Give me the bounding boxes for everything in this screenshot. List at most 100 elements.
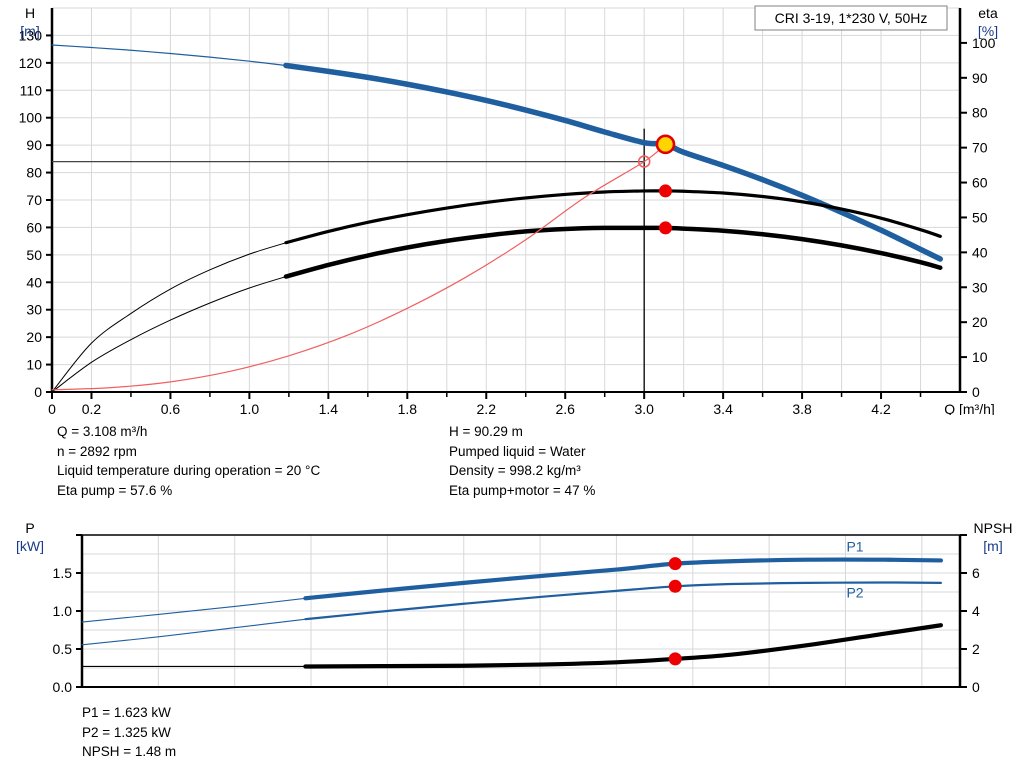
left-tick-label: 0.5: [53, 641, 73, 657]
duty-point-marker[interactable]: [668, 557, 682, 571]
curve-eta-pump-motor: [283, 225, 943, 279]
left-tick-label: 10: [26, 357, 42, 373]
left-tick-label: 60: [26, 219, 42, 235]
duty-point-marker[interactable]: [668, 579, 682, 593]
curve-h-head-curve-: [283, 62, 944, 262]
left-axis-ticks: 0.0 0.5 1.0 1.5: [53, 534, 82, 695]
right-tick-label: 6: [972, 565, 980, 581]
right-axis-unit: [m]: [983, 538, 1002, 554]
left-tick-label: 110: [20, 82, 43, 98]
left-tick-label: 100: [19, 110, 43, 126]
duty-info-line: Q = 3.108 m³/h: [57, 424, 148, 439]
title-box-frame: [754, 5, 948, 31]
right-tick-label: 70: [972, 140, 988, 156]
left-axis-unit: [kW]: [16, 538, 44, 554]
x-tick-label: 3.4: [713, 401, 733, 415]
curve-label-p2: P2: [846, 584, 863, 600]
right-tick-label: 50: [972, 209, 988, 225]
duty-info-line: Eta pump+motor = 47 %: [449, 482, 596, 498]
pump-model-title-box: CRI 3-19, 1*230 V, 50Hz: [754, 5, 948, 31]
left-tick-label: 120: [19, 55, 43, 71]
left-axis-ticks: 0 10 20 30 40 50 60 70 80 90 100 110 120 130: [19, 27, 52, 400]
x-tick-label: 4.2: [871, 401, 891, 415]
left-axis-title: P: [25, 520, 34, 536]
left-tick-label: 50: [26, 247, 42, 263]
left-tick-label: 40: [26, 274, 42, 290]
left-tick-label: 0.0: [53, 679, 73, 695]
x-tick-label: 0.6: [161, 401, 181, 415]
x-axis-ticks: 0 0.2 0.6 1.0 1.4 1.8 2.2 2.6 3.0 3.4 3.8 4.2 Q [m³/…: [48, 392, 995, 415]
axis-titles: H [m] eta [%]: [20, 5, 998, 39]
curve-p2: [304, 581, 943, 621]
right-tick-label: 4: [972, 603, 980, 619]
duty-point-markers: [668, 557, 682, 666]
x-tick-label: 1.4: [319, 401, 339, 415]
power-info-line: P1 = 1.623 kW: [82, 705, 171, 720]
eta-point-marker[interactable]: [658, 221, 672, 235]
left-tick-label: 80: [26, 165, 42, 181]
duty-info-line: Eta pump = 57.6 %: [57, 482, 173, 498]
duty-point-marker[interactable]: [655, 134, 676, 155]
left-tick-label: 130: [19, 27, 43, 43]
right-axis-ticks: 0 2 4 6: [960, 534, 980, 695]
curve-eta-pump-motor-thin: [51, 274, 293, 393]
duty-info-right: H = 90.29 m Pumped liquid = Water Density …: [449, 422, 595, 500]
eta-point-marker[interactable]: [658, 184, 672, 198]
curve-p1: [303, 557, 944, 601]
x-axis-label: Q [m³/h]: [944, 401, 995, 415]
head-efficiency-chart: 0 10 20 30 40 50 60 70 80 90 100 110 120 130 0 10 20 30 40…: [19, 5, 998, 415]
left-tick-label: 0: [34, 384, 42, 400]
right-tick-label: 80: [972, 105, 988, 121]
curve-label-p1: P1: [846, 539, 863, 555]
system-point-marker[interactable]: [637, 155, 651, 168]
duty-info-line: n = 2892 rpm: [57, 443, 137, 459]
left-axis-unit: [m]: [20, 23, 39, 39]
right-axis-ticks: 0 10 20 30 40 50 60 70 80 90 100: [960, 35, 996, 400]
right-tick-label: 60: [972, 175, 988, 191]
power-info: P1 = 1.623 kW P2 = 1.325 kW NPSH = 1.48 m: [82, 703, 176, 762]
x-tick-label: 0: [48, 401, 56, 415]
left-tick-label: 30: [26, 302, 42, 318]
right-tick-label: 100: [972, 35, 996, 51]
duty-info-line: H = 90.29 m: [449, 424, 523, 439]
duty-info-line: Density = 998.2 kg/m³: [449, 463, 581, 478]
power-info-line: NPSH = 1.48 m: [82, 744, 177, 759]
curve-labels: P1 P2: [846, 539, 863, 601]
x-tick-label: 3.0: [634, 401, 654, 415]
left-tick-label: 20: [26, 329, 42, 345]
left-axis-title: H: [25, 5, 35, 21]
axis-titles: P [kW] NPSH [m]: [16, 520, 1012, 554]
curve-system-curve-thin: [51, 143, 667, 391]
x-tick-label: 2.2: [477, 401, 497, 415]
right-tick-label: 10: [972, 349, 988, 365]
x-tick-label: 3.8: [792, 401, 812, 415]
curves: [51, 44, 944, 393]
right-axis-title: eta: [978, 5, 998, 21]
x-tick-label: 0.2: [82, 401, 102, 415]
right-tick-label: 0: [972, 679, 980, 695]
right-tick-label: 90: [972, 70, 988, 86]
curve-eta-pump-thin: [51, 240, 293, 393]
x-tick-label: 1.0: [240, 401, 260, 415]
x-tick-label: 1.8: [398, 401, 418, 415]
power-info-line: P2 = 1.325 kW: [82, 724, 171, 740]
duty-point-marker[interactable]: [668, 652, 682, 666]
duty-info-left: Q = 3.108 m³/h n = 2892 rpm Liquid tempera…: [57, 422, 320, 500]
right-tick-label: 40: [972, 244, 988, 260]
curves: [81, 557, 944, 669]
left-tick-label: 90: [26, 137, 42, 153]
curve-eta-pump: [284, 189, 942, 245]
right-tick-label: 2: [972, 641, 980, 657]
right-axis-title: NPSH: [974, 520, 1013, 536]
curve-p1-thin: [81, 596, 318, 623]
duty-guide-lines: [52, 128, 645, 392]
x-tick-label: 2.6: [555, 401, 575, 415]
duty-info-line: Pumped liquid = Water: [449, 443, 586, 459]
left-tick-label: 1.0: [53, 603, 73, 619]
duty-point-markers: [637, 134, 676, 235]
power-npsh-chart: 0.0 0.5 1.0 1.5 0 2 4 6 P [kW] NPSH [m] P1 P2: [16, 520, 1012, 695]
right-tick-label: 20: [972, 314, 988, 330]
duty-info-line: Liquid temperature during operation = 20…: [57, 463, 321, 478]
curve-npsh: [303, 623, 944, 669]
curve-p2-thin: [81, 617, 318, 646]
